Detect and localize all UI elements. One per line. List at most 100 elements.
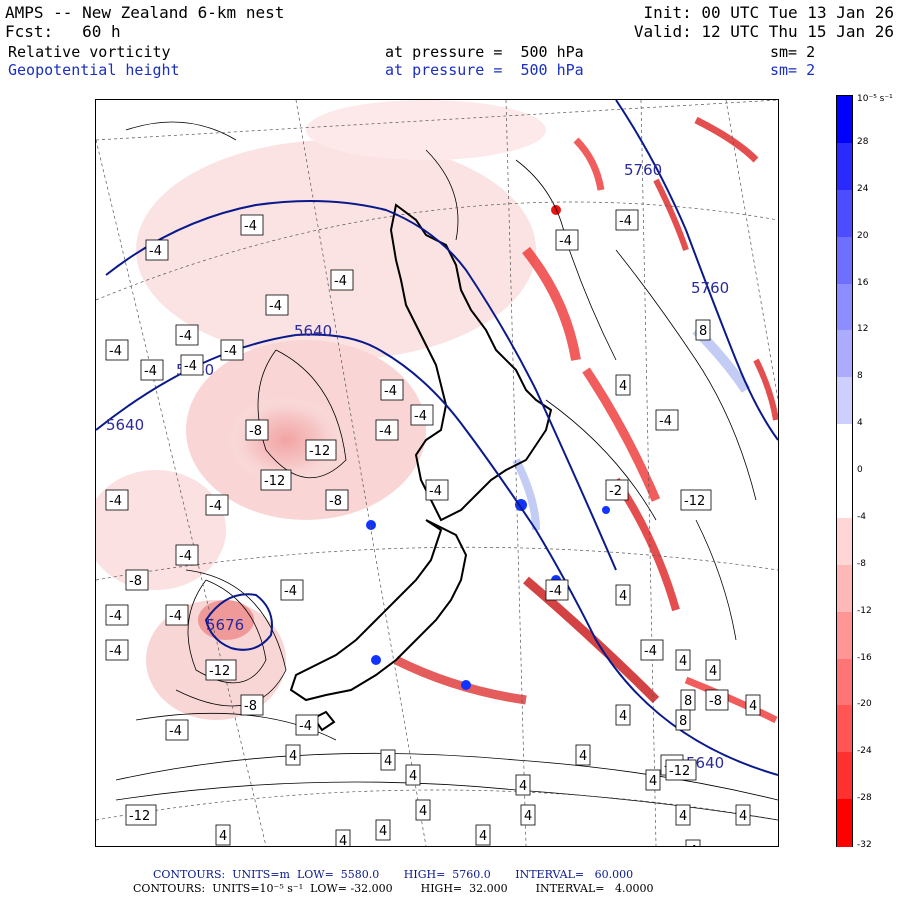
colorbar-unit: 10⁻⁵ s⁻¹ (857, 94, 893, 104)
vorticity-contour-label: -4 (140, 359, 164, 381)
vorticity-contour-label: 4 (615, 584, 631, 606)
vorticity-label-text: -4 (284, 584, 297, 599)
vorticity-label-box (205, 494, 229, 516)
vorticity-contour-label: 4 (745, 694, 761, 716)
vorticity-contour-label: -12 (665, 759, 697, 781)
field1-level: at pressure = 500 hPa (385, 43, 584, 61)
vorticity-label-box (705, 659, 721, 681)
vorticity-contour-label: -4 (145, 239, 169, 261)
vorticity-contour-label: -4 (375, 419, 399, 441)
map-panel: 5640564056405760576056405676 -4-4-4-4-4-… (95, 99, 779, 847)
field2-level: at pressure = 500 hPa (385, 61, 584, 79)
height-label-layer: 5640564056405760576056405676 (106, 161, 729, 772)
vorticity-label-box (475, 824, 491, 846)
colorbar-swatch (837, 377, 852, 425)
colorbar (836, 95, 853, 847)
vorticity-contour-label: -4 (105, 339, 129, 361)
vorticity-label-box (125, 804, 157, 826)
vorticity-label-box (220, 339, 244, 361)
vorticity-label-text: -8 (249, 424, 262, 439)
colorbar-swatch (837, 611, 852, 659)
vorticity-contour-label: -4 (265, 294, 289, 316)
vorticity-label-text: -4 (429, 484, 442, 499)
vorticity-contour-label: 8 (680, 689, 696, 711)
vorticity-label-text: -4 (109, 344, 122, 359)
vorticity-label-text: -8 (709, 694, 722, 709)
vorticity-label-text: 4 (709, 664, 717, 679)
vorticity-contour-label: 4 (615, 374, 631, 396)
colorbar-tick-label: -20 (857, 699, 872, 710)
colorbar-swatch (837, 705, 852, 753)
vorticity-label-text: 4 (339, 834, 347, 846)
vorticity-label-text: -4 (559, 234, 572, 249)
vorticity-label-box (380, 749, 396, 771)
vorticity-label-text: -4 (144, 364, 157, 379)
colorbar-swatch (837, 658, 852, 706)
colorbar-swatch (837, 564, 852, 613)
vorticity-label-text: -8 (329, 494, 342, 509)
vorticity-label-box (325, 489, 349, 511)
vorticity-label-text: -12 (684, 494, 705, 509)
vorticity-label-text: 4 (689, 844, 697, 846)
vorticity-contour-label: 4 (405, 764, 421, 786)
vorticity-label-text: -4 (299, 719, 312, 734)
colorbar-swatch (837, 517, 852, 566)
colorbar-tick-label: -4 (857, 511, 866, 522)
vorticity-label-box (105, 489, 129, 511)
vorticity-label-box (305, 439, 337, 461)
height-contour-label: 5760 (624, 161, 662, 179)
vorticity-label-box (375, 819, 391, 841)
vorticity-label-text: -8 (129, 574, 142, 589)
vorticity-contour-label: -8 (705, 689, 729, 711)
colorbar-tick-label: -12 (857, 605, 872, 616)
height-contour-label: 5640 (294, 322, 332, 340)
field2-name: Geopotential height (8, 61, 180, 79)
vorticity-contour-label: -4 (640, 639, 664, 661)
vorticity-label-box (615, 209, 639, 231)
vorticity-contour-label: -4 (295, 714, 319, 736)
vorticity-contour-label: -4 (180, 354, 204, 376)
vorticity-label-text: -4 (109, 609, 122, 624)
colorbar-tick-label: 12 (857, 324, 869, 335)
vorticity-label-box (575, 744, 591, 766)
vorticity-label-text: -4 (644, 644, 657, 659)
vorticity-contour-label: -4 (105, 489, 129, 511)
vorticity-label-box (175, 324, 199, 346)
vorticity-label-text: 4 (379, 824, 387, 839)
vorticity-contour-label: -12 (205, 659, 237, 681)
vorticity-label-text: 4 (649, 774, 657, 789)
vorticity-contours (115, 121, 778, 821)
vorticity-label-text: -4 (414, 409, 427, 424)
vorticity-contour-label: 4 (380, 749, 396, 771)
vorticity-label-box (665, 759, 697, 781)
vorticity-label-text: 4 (289, 749, 297, 764)
vorticity-contour-label: -4 (105, 639, 129, 661)
vorticity-label-box (335, 829, 351, 846)
vorticity-contour-label: -4 (205, 494, 229, 516)
vorticity-label-text: -12 (209, 664, 230, 679)
vorticity-contour-label: -4 (330, 269, 354, 291)
vorticity-label-box (145, 239, 169, 261)
negative-vorticity-shading (96, 100, 546, 720)
vorticity-contour-label: 4 (475, 824, 491, 846)
vorticity-label-box (685, 839, 701, 846)
vorticity-label-box (520, 804, 536, 826)
geopotential-height-contours (96, 100, 778, 776)
colorbar-tick-label: 4 (857, 418, 863, 429)
vorticity-contour-label: -8 (240, 694, 264, 716)
colorbar-swatch (837, 752, 852, 800)
colorbar-swatch (837, 330, 852, 378)
vorticity-label-text: -2 (609, 484, 622, 499)
vorticity-label-box (215, 824, 231, 846)
vorticity-contour-label: -12 (680, 489, 712, 511)
vorticity-label-box (405, 764, 421, 786)
vorticity-label-text: -4 (659, 414, 672, 429)
vorticity-label-box (615, 584, 631, 606)
colorbar-swatch (837, 283, 852, 331)
vorticity-contour-label: -8 (125, 569, 149, 591)
vorticity-label-text: -4 (169, 724, 182, 739)
colorbar-tick-label: -32 (857, 840, 872, 850)
vorticity-label-text: 4 (619, 709, 627, 724)
vorticity-label-box (240, 694, 264, 716)
vorticity-label-text: -4 (169, 609, 182, 624)
